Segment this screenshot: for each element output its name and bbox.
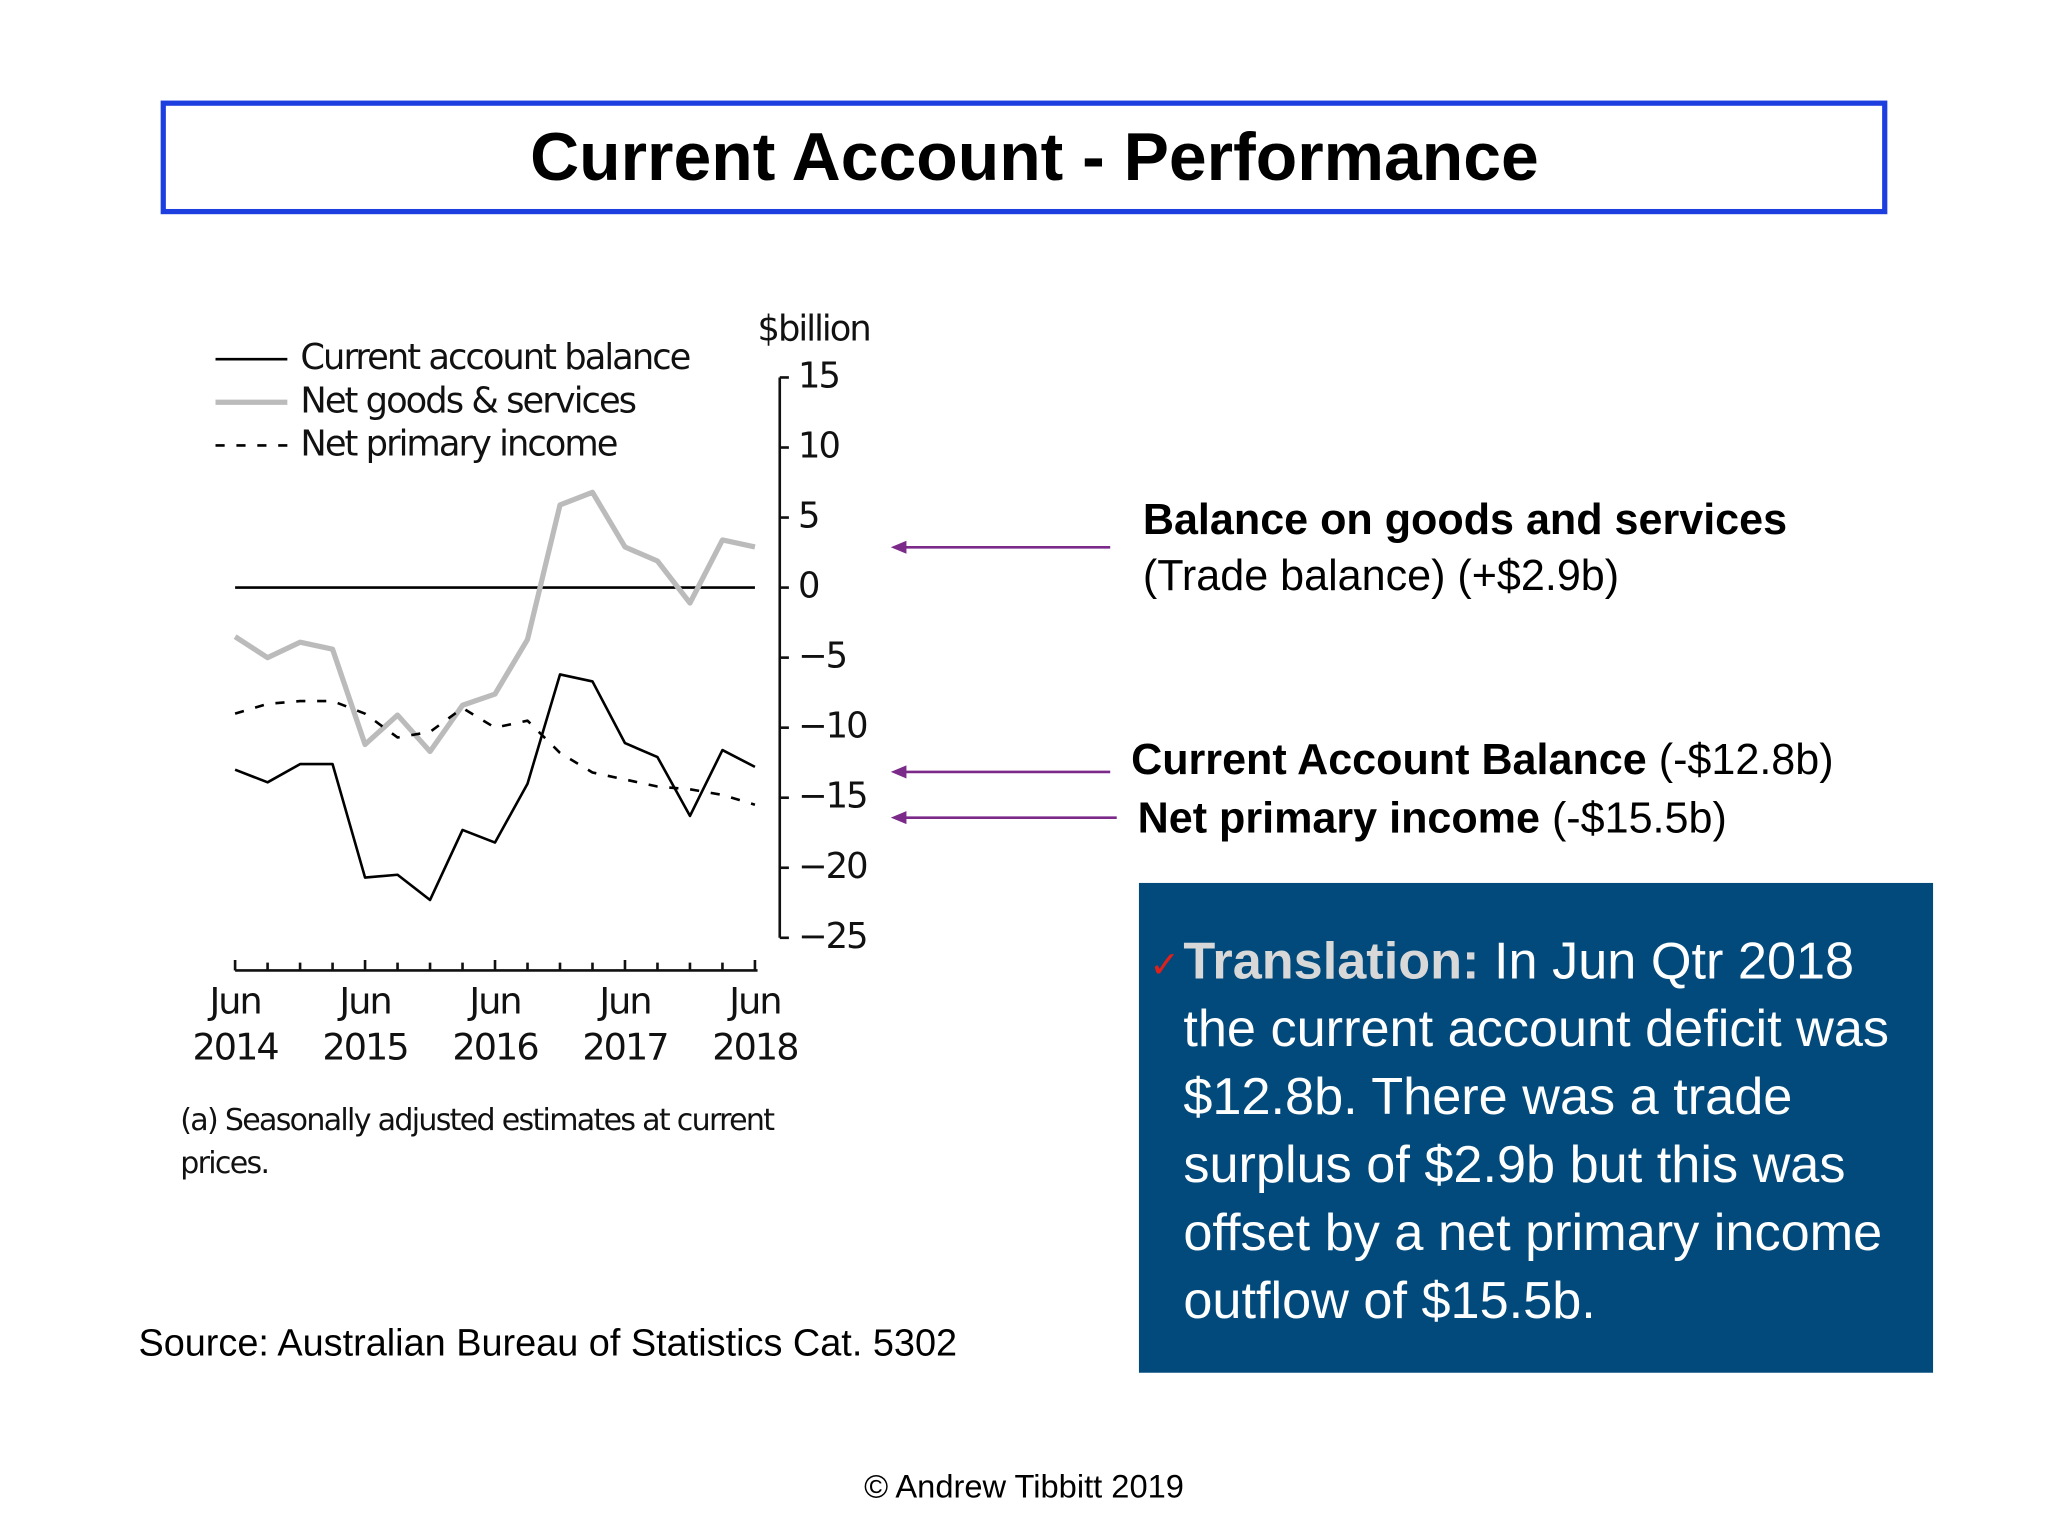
annotation-heading: Current Account Balance [1131, 736, 1647, 784]
slide-title: Current Account - Performance [530, 120, 1539, 195]
copyright: © Andrew Tibbitt 2019 [864, 1468, 1184, 1505]
y-axis-label: $billion [758, 308, 870, 349]
footnote: (a) Seasonally adjusted estimates at cur… [180, 1103, 775, 1181]
annotation-text: (-$15.5b) [1552, 795, 1727, 843]
x-tick-label-container: Jun 2014 [192, 979, 279, 1069]
annotation-text: (Trade balance) (+$2.9b) [1143, 552, 1619, 600]
annotation-heading: Net primary income [1138, 795, 1540, 843]
annotation-text: (-$12.8b) [1659, 736, 1834, 784]
y-tick-label: 5 [798, 496, 818, 537]
y-tick-label: 10 [798, 426, 839, 467]
footnote-container: (a) Seasonally adjusted estimates at cur… [180, 1103, 775, 1181]
translation-box [1138, 882, 1934, 1373]
x-tick-label-container: Jun 2016 [452, 979, 539, 1069]
check-icon: ✓ [1149, 944, 1180, 985]
series-line [234, 699, 756, 806]
x-tick-label-container: Jun 2018 [712, 979, 799, 1069]
x-tick-label: Jun 2017 [582, 979, 669, 1069]
annotation: Current Account Balance (-$12.8b) [1131, 736, 1833, 784]
x-tick-label: Jun 2018 [712, 979, 799, 1069]
x-tick-label: Jun 2015 [322, 979, 409, 1069]
title-box [160, 100, 1888, 215]
series-line [233, 489, 756, 755]
x-tick-label: Jun 2014 [192, 979, 279, 1069]
y-tick-label: 0 [798, 566, 819, 607]
y-tick-label: −10 [798, 706, 867, 747]
annotation: Net primary income (-$15.5b) [1138, 795, 1727, 843]
x-tick-label: Jun 2016 [452, 979, 539, 1069]
y-tick-label: 15 [798, 355, 839, 396]
chart: $billion (a) Seasonally adjusted estimat… [180, 308, 871, 1181]
legend-label: Net primary income [300, 423, 616, 464]
y-tick-label: −5 [798, 636, 846, 677]
series-line [234, 673, 756, 902]
annotation-heading: Balance on goods and services [1143, 496, 1787, 544]
x-tick-label-container: Jun 2017 [582, 979, 669, 1069]
translation-label: Translation: [1183, 932, 1480, 991]
legend-label: Net goods & services [300, 380, 635, 421]
translation: Translation: In Jun Qtr 2018 the current… [1183, 927, 1927, 1335]
y-tick-label: −25 [798, 916, 867, 957]
y-tick-label: −15 [798, 776, 867, 817]
x-tick-label-container: Jun 2015 [322, 979, 409, 1069]
translation-text: In Jun Qtr 2018 the current account defi… [1183, 932, 1890, 1330]
legend-label: Current account balance [300, 337, 689, 378]
y-tick-label: −20 [798, 846, 867, 887]
translation-container: Translation: In Jun Qtr 2018 the current… [1183, 927, 1927, 1335]
annotation-arrows [890, 540, 1117, 825]
source: Source: Australian Bureau of Statistics … [138, 1322, 957, 1364]
